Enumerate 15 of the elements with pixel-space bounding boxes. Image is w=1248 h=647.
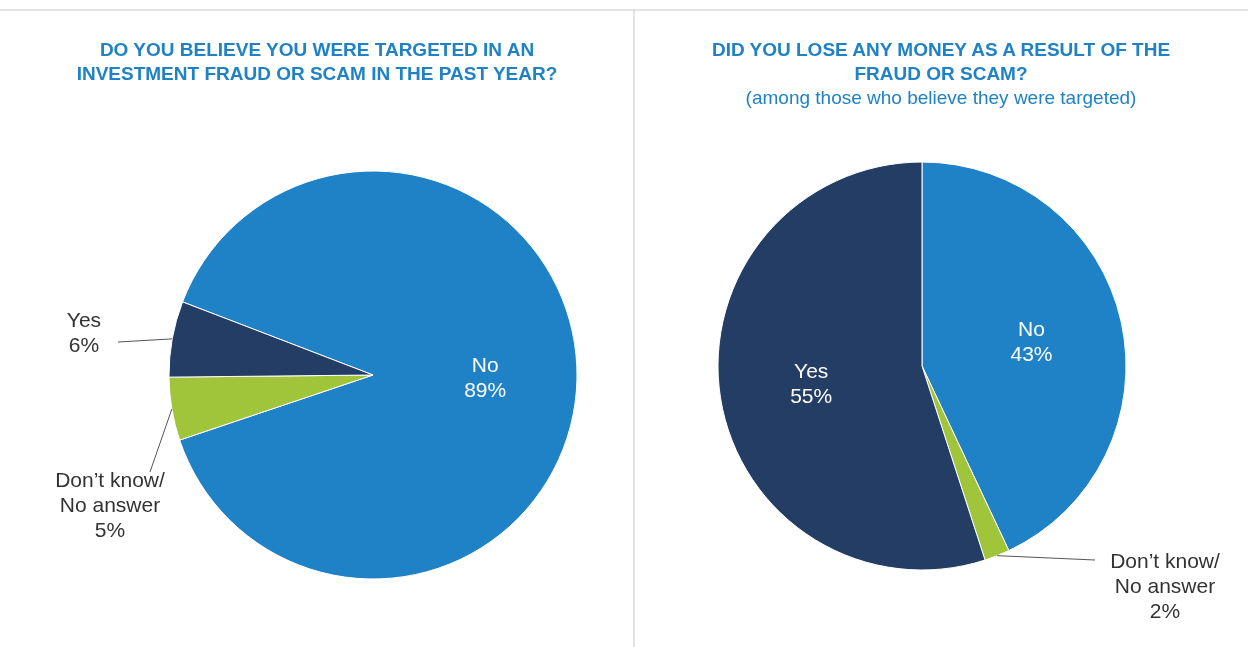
data-label: 5% [94, 518, 126, 541]
slice-label: No [471, 352, 499, 376]
data-label: 2% [1149, 599, 1181, 622]
data-label: 43% [1010, 342, 1053, 366]
data-label: 89% [464, 377, 507, 401]
slice-label: Don’t know/ No answer [55, 468, 166, 516]
slice-label: No [1018, 317, 1045, 341]
chart-subtitle: (among those who believe they were targeted) [745, 87, 1137, 108]
chart-title: DO YOU BELIEVE YOU WERE TARGETED IN AN INVESTMENT FRAUD OR SCAM IN THE PAST YEAR? [76, 39, 558, 84]
slice-label: Don’t know/ No answer [1110, 549, 1221, 597]
data-label: 6% [68, 332, 100, 356]
slice-label: Yes [66, 307, 102, 331]
chart-title: DID YOU LOSE ANY MONEY AS A RESULT OF THE FRAUD OR SCAM? [711, 39, 1171, 84]
slice-label: Yes [794, 359, 829, 383]
data-label: 55% [790, 384, 833, 408]
